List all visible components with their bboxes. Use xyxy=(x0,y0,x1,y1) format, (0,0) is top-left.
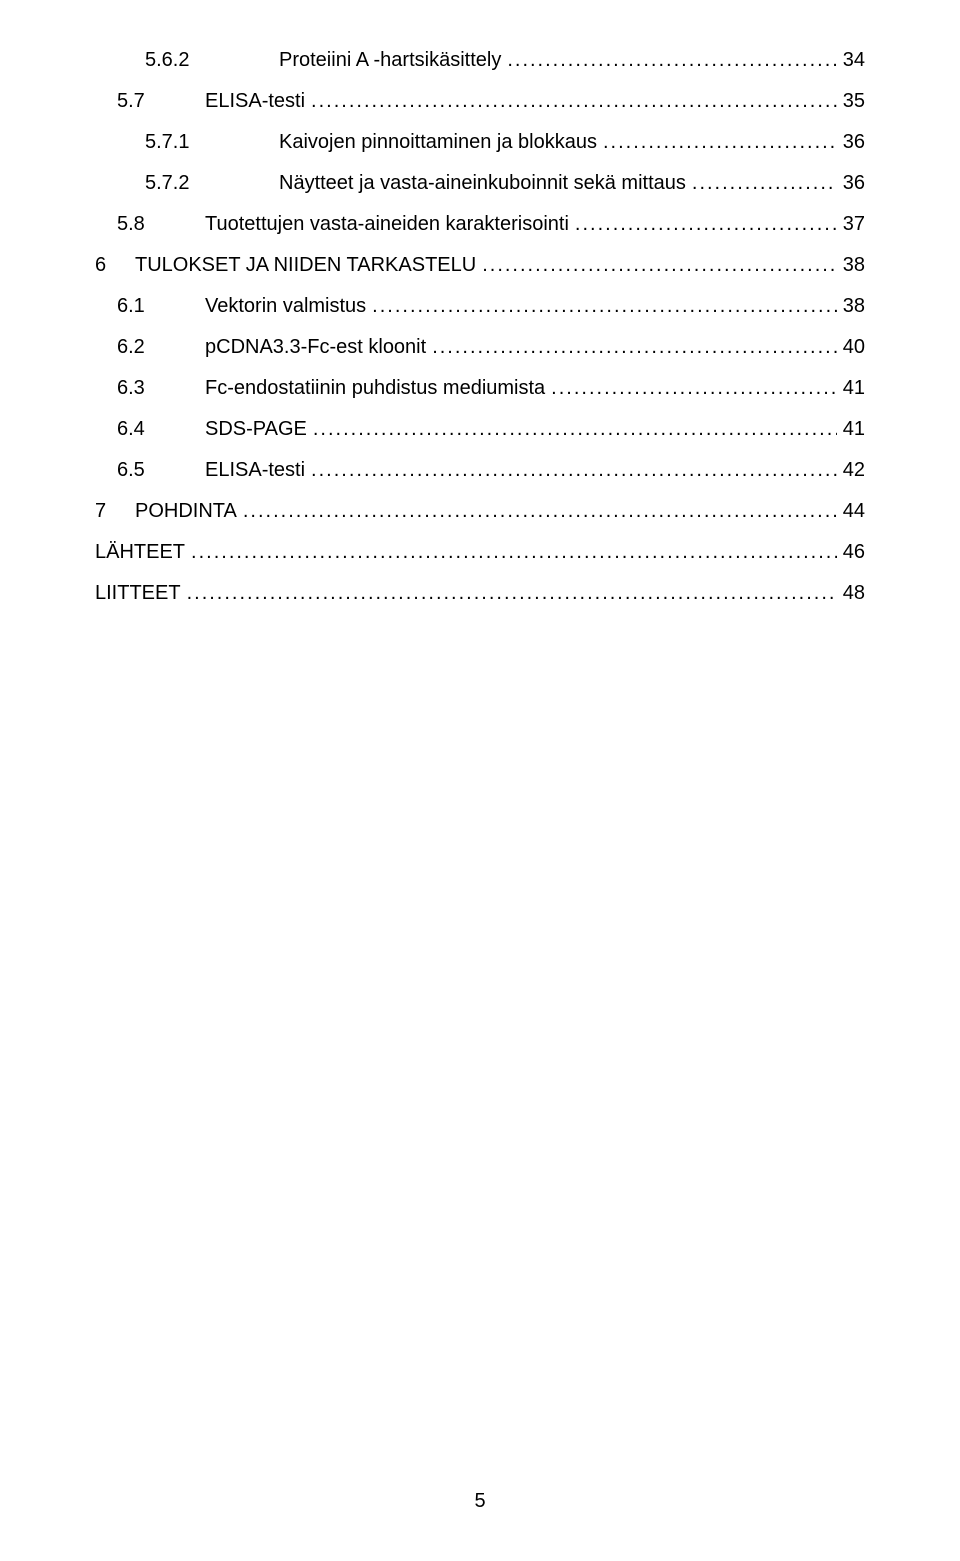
toc-page: 44 xyxy=(843,491,865,532)
toc-title: LÄHTEET xyxy=(95,532,185,573)
toc-leader-dots xyxy=(311,81,837,122)
toc-number: 6 xyxy=(95,245,121,286)
toc-title: TULOKSET JA NIIDEN TARKASTELU xyxy=(135,245,476,286)
toc-row: 6.3 Fc-endostatiinin puhdistus mediumista… xyxy=(95,368,865,409)
toc-title: LIITTEET xyxy=(95,573,181,614)
table-of-contents: 5.6.2 Proteiini A -hartsikäsittely 34 5.7 EL… xyxy=(95,40,865,614)
toc-row: LIITTEET 48 xyxy=(95,573,865,614)
toc-page: 41 xyxy=(843,368,865,409)
toc-page: 37 xyxy=(843,204,865,245)
toc-row: 5.8 Tuotettujen vasta-aineiden karakteris… xyxy=(95,204,865,245)
toc-number: 5.7.2 xyxy=(95,163,265,204)
toc-row: 5.7.1 Kaivojen pinnoittaminen ja blokkaus… xyxy=(95,122,865,163)
toc-page: 46 xyxy=(843,532,865,573)
toc-row: 5.6.2 Proteiini A -hartsikäsittely 34 xyxy=(95,40,865,81)
toc-title: Näytteet ja vasta-aineinkuboinnit sekä m… xyxy=(279,163,686,204)
toc-leader-dots xyxy=(603,122,837,163)
toc-title: Vektorin valmistus xyxy=(205,286,366,327)
toc-row: LÄHTEET 46 xyxy=(95,532,865,573)
toc-leader-dots xyxy=(551,368,837,409)
toc-page: 48 xyxy=(843,573,865,614)
toc-number: 5.6.2 xyxy=(95,40,265,81)
toc-title: POHDINTA xyxy=(135,491,237,532)
toc-leader-dots xyxy=(692,163,837,204)
toc-page: 34 xyxy=(843,40,865,81)
toc-leader-dots xyxy=(372,286,837,327)
toc-leader-dots xyxy=(507,40,836,81)
toc-title: Fc-endostatiinin puhdistus mediumista xyxy=(205,368,545,409)
toc-title: SDS-PAGE xyxy=(205,409,307,450)
toc-leader-dots xyxy=(313,409,837,450)
toc-leader-dots xyxy=(187,573,837,614)
toc-row: 6.2 pCDNA3.3-Fc-est kloonit 40 xyxy=(95,327,865,368)
toc-number: 5.7 xyxy=(95,81,191,122)
toc-row: 5.7.2 Näytteet ja vasta-aineinkuboinnit s… xyxy=(95,163,865,204)
toc-row: 6.1 Vektorin valmistus 38 xyxy=(95,286,865,327)
toc-row: 5.7 ELISA-testi 35 xyxy=(95,81,865,122)
toc-row: 6 TULOKSET JA NIIDEN TARKASTELU 38 xyxy=(95,245,865,286)
toc-title: pCDNA3.3-Fc-est kloonit xyxy=(205,327,426,368)
toc-title: Kaivojen pinnoittaminen ja blokkaus xyxy=(279,122,597,163)
toc-leader-dots xyxy=(482,245,837,286)
page-number: 5 xyxy=(0,1490,960,1513)
toc-title: ELISA-testi xyxy=(205,450,305,491)
toc-number: 6.2 xyxy=(95,327,191,368)
toc-leader-dots xyxy=(311,450,837,491)
toc-row: 6.5 ELISA-testi 42 xyxy=(95,450,865,491)
toc-leader-dots xyxy=(575,204,837,245)
toc-page: 35 xyxy=(843,81,865,122)
toc-page: 38 xyxy=(843,286,865,327)
toc-number: 6.4 xyxy=(95,409,191,450)
toc-page: 41 xyxy=(843,409,865,450)
toc-page: 38 xyxy=(843,245,865,286)
toc-title: ELISA-testi xyxy=(205,81,305,122)
toc-title: Proteiini A -hartsikäsittely xyxy=(279,40,501,81)
toc-row: 6.4 SDS-PAGE 41 xyxy=(95,409,865,450)
toc-row: 7 POHDINTA 44 xyxy=(95,491,865,532)
toc-number: 7 xyxy=(95,491,121,532)
toc-page: 40 xyxy=(843,327,865,368)
toc-number: 5.7.1 xyxy=(95,122,265,163)
toc-leader-dots xyxy=(191,532,837,573)
page: 5.6.2 Proteiini A -hartsikäsittely 34 5.7 EL… xyxy=(0,0,960,1561)
toc-page: 42 xyxy=(843,450,865,491)
toc-leader-dots xyxy=(243,491,837,532)
toc-number: 5.8 xyxy=(95,204,191,245)
toc-leader-dots xyxy=(432,327,837,368)
toc-page: 36 xyxy=(843,163,865,204)
toc-title: Tuotettujen vasta-aineiden karakterisoin… xyxy=(205,204,569,245)
toc-page: 36 xyxy=(843,122,865,163)
toc-number: 6.5 xyxy=(95,450,191,491)
toc-number: 6.1 xyxy=(95,286,191,327)
toc-number: 6.3 xyxy=(95,368,191,409)
